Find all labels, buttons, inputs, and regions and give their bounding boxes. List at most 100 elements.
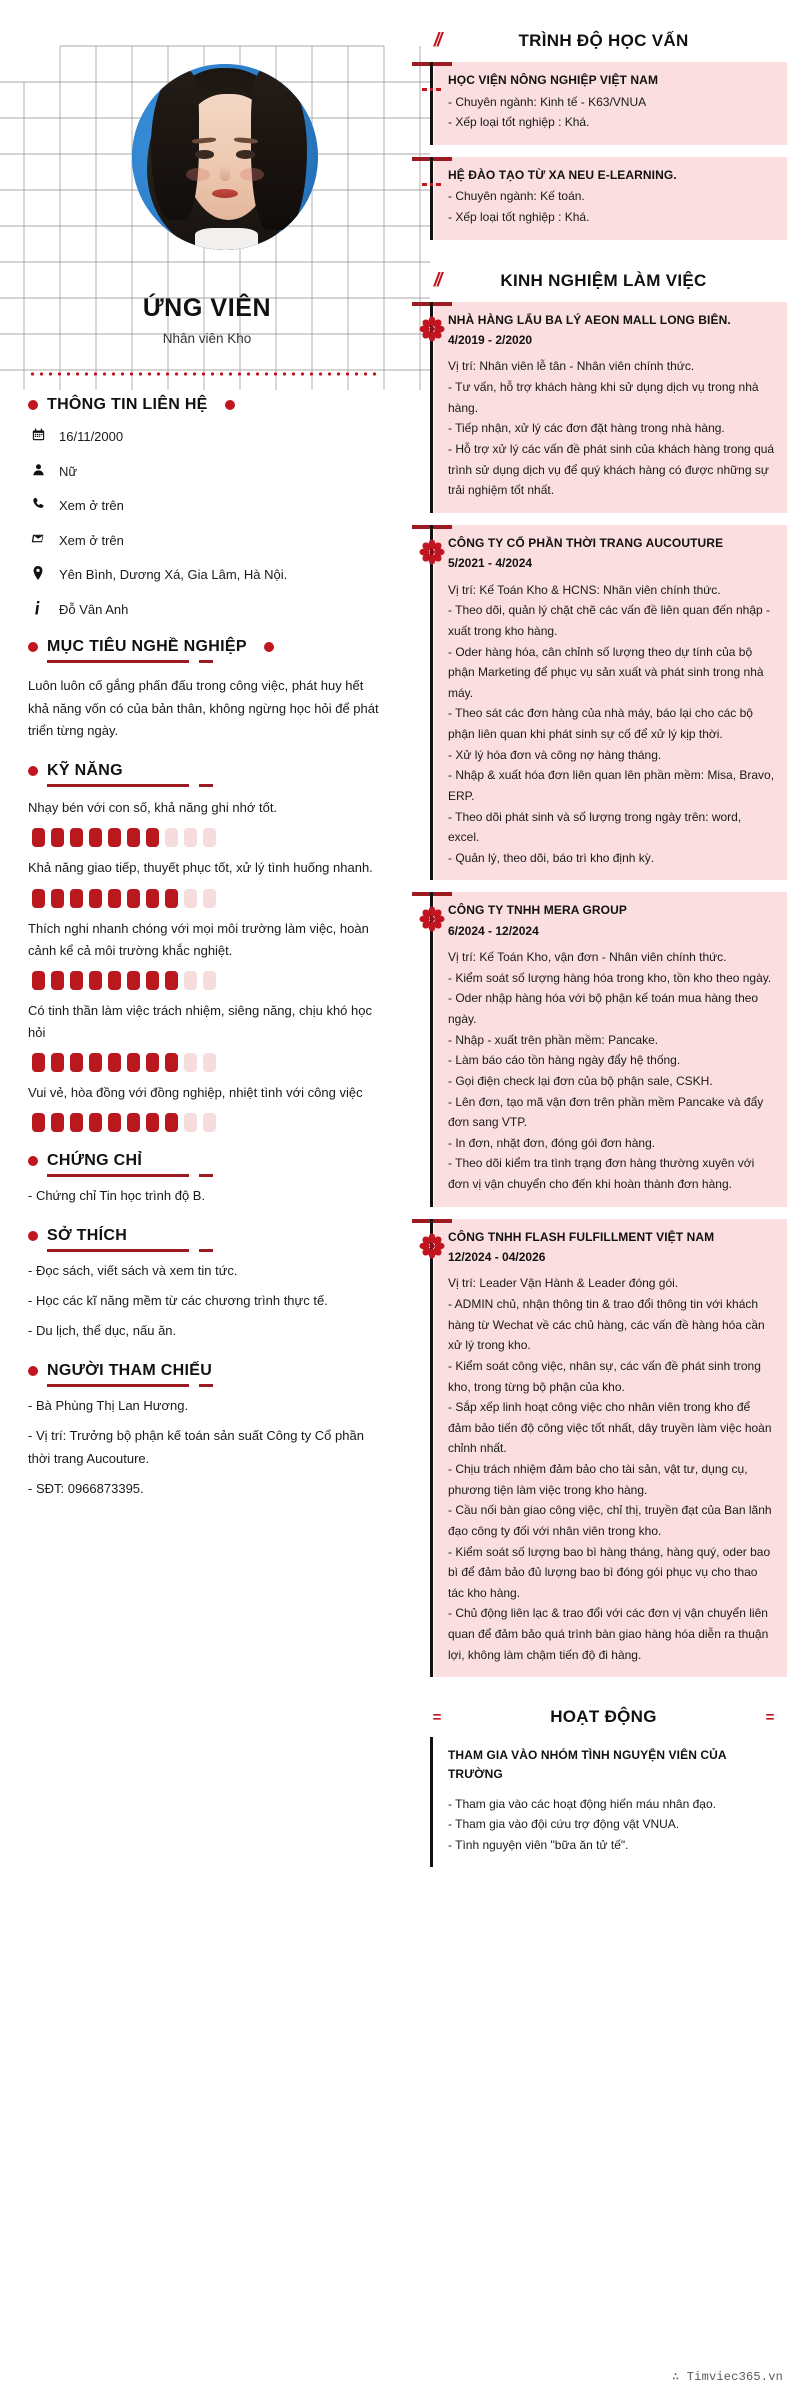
entry-line: - Chủ động liên lạc & trao đổi với các đ… [448,1606,769,1662]
bullet-dot-icon [224,400,235,410]
skill-bar [89,1052,102,1072]
skill-bar [51,828,64,848]
flower-node-icon [419,539,445,565]
info-icon [30,600,46,615]
skill-bar [203,970,216,990]
heading-underline [47,784,213,788]
skill-bar [51,888,64,908]
entry-line: Vị trí: Leader Vận Hành & Leader đóng gó… [448,1276,679,1291]
list-item: - Đọc sách, viết sách và xem tin tức. [28,1263,238,1279]
list-item: - Bà Phùng Thị Lan Hương. [28,1398,189,1414]
entry-rail [430,892,433,1207]
skill-bar [70,828,83,848]
dotted-divider [28,372,380,376]
entry-date: 12/2024 - 04/2026 [448,1250,546,1265]
avatar-block [28,0,386,300]
skill-bar [70,888,83,908]
skill-bar [70,970,83,990]
entry-line: - Theo sát các đơn hàng của nhà máy, báo… [448,706,753,741]
entry-date: 6/2024 - 12/2024 [448,923,539,938]
skill-bar [70,1113,83,1133]
skill-bar [89,828,102,848]
skill-bar [32,970,45,990]
page-title: ỨNG VIÊN [142,294,272,322]
skill-item: Khả năng giao tiếp, thuyết phục tốt, xử … [28,857,386,908]
skill-rating [32,1052,386,1072]
contact-row-fullname: Đỗ Vân Anh [30,600,386,619]
section-title: KINH NGHIỆM LÀM VIỆC [500,270,707,290]
entry-line: - Theo dõi, quản lý chặt chẽ các vấn đề … [448,603,771,638]
entry-line: - Oder nhập hàng hóa với bộ phận kế toán… [448,991,759,1027]
list-item: - Du lịch, thể dục, nấu ăn. [28,1323,177,1339]
skill-label: Thích nghi nhanh chóng với mọi môi trườn… [28,920,369,958]
entry-line: - Kiểm soát số lượng hàng hóa trong kho,… [448,970,772,985]
entry-line: - Nhập & xuất hóa đơn liên quan lên phần… [448,768,775,803]
entry-title: HỆ ĐÀO TẠO TỪ XA NEU E-LEARNING. [448,167,677,182]
contact-value: Yên Bình, Dương Xá, Gia Lâm, Hà Nội. [59,567,288,583]
entry-rail [430,301,433,513]
skill-bar [51,970,64,990]
skill-label: Có tinh thần làm việc trách nhiệm, siêng… [28,1002,372,1040]
entry-rail [430,1737,433,1868]
education-entry: HỆ ĐÀO TẠO TỪ XA NEU E-LEARNING. - Chuyê… [404,156,787,240]
entry-title: HỌC VIỆN NÔNG NGHIỆP VIỆT NAM [448,73,659,87]
section-heading-education: // TRÌNH ĐỘ HỌC VẤN [404,30,787,52]
list-item: - Học các kĩ năng mềm từ các chương trìn… [28,1293,328,1309]
entry-rail [430,524,433,881]
contact-row-email: Xem ở trên [30,532,386,550]
entry-date: 5/2021 - 4/2024 [448,556,533,571]
skill-bar [184,888,197,908]
skill-bar [146,888,159,908]
skill-rating [32,1113,386,1133]
entry-line: - Chuyên ngành: Kế toán. [448,189,585,204]
section-title: HOẠT ĐỘNG [550,1707,657,1727]
skill-bar [51,1113,64,1133]
entry-line: - Sắp xếp linh hoạt công việc cho nhân v… [448,1400,772,1456]
slash-mark-icon: // [433,269,443,291]
skill-bar [184,1052,197,1072]
entry-line: - Tham gia vào đội cứu trợ động vật VNUA… [448,1817,680,1832]
entry-line: - Tiếp nhận, xử lý các đơn đặt hàng tron… [448,421,725,436]
contact-value: 16/11/2000 [59,429,124,444]
bullet-dot-icon [28,1366,38,1377]
entry-line: - Theo dõi phát sinh và số lượng trong n… [448,809,742,845]
experience-entry: CÔNG TY TNHH MERA GROUP 6/2024 - 12/2024… [404,892,787,1207]
skill-bar [127,828,140,848]
mail-icon [30,532,46,545]
skill-item: Nhạy bén với con số, khả năng ghi nhớ tố… [28,797,386,848]
experience-entry: NHÀ HÀNG LẨU BA LÝ AEON MALL LONG BIÊN. … [404,301,787,513]
section-title: THÔNG TIN LIÊN HỆ [47,396,208,413]
entry-line: - Theo dõi kiểm tra tình trạng đơn hàng … [448,1156,755,1192]
skill-bar [203,888,216,908]
entry-title: NHÀ HÀNG LẨU BA LÝ AEON MALL LONG BIÊN. [448,312,731,327]
experience-entry: CÔNG TNHH FLASH FULFILLMENT VIỆT NAM 12/… [404,1218,787,1678]
section-heading-contact: THÔNG TIN LIÊN HỆ [28,396,386,414]
contact-value: Nữ [59,463,78,479]
skill-item: Có tinh thần làm việc trách nhiệm, siêng… [28,1000,386,1072]
section-title: TRÌNH ĐỘ HỌC VẤN [518,31,689,50]
footer-brand: ∴ Timviec365.vn [671,2370,783,2384]
skill-bar [203,1052,216,1072]
experience-entry: CÔNG TY CỔ PHẦN THỜI TRANG AUCOUTURE 5/2… [404,524,787,881]
skill-bar [184,970,197,990]
section-title: SỞ THÍCH [47,1227,128,1245]
entry-rail [430,62,433,145]
skill-bar [146,828,159,848]
contact-row-phone: Xem ở trên [30,497,386,515]
location-pin-icon [30,566,46,581]
flower-node-icon [419,1233,445,1259]
entry-title: CÔNG TY CỔ PHẦN THỜI TRANG AUCOUTURE [448,535,724,550]
skill-bar [184,828,197,848]
entry-line: - Tham gia vào các hoạt động hiến máu nh… [448,1796,716,1811]
skill-bar [32,888,45,908]
bullet-dot-icon [28,642,38,653]
entry-title: THAM GIA VÀO NHÓM TÌNH NGUYỆN VIÊN CỦA T… [448,1748,727,1781]
skill-bar [70,1052,83,1072]
skill-bar [32,1113,45,1133]
section-heading-hobbies: SỞ THÍCH [28,1227,386,1245]
skill-label: Nhạy bén với con số, khả năng ghi nhớ tố… [28,800,278,816]
skill-bar [108,888,121,908]
entry-line: - Xếp loại tốt nghiệp : Khá. [448,115,590,130]
skill-rating [32,828,386,848]
